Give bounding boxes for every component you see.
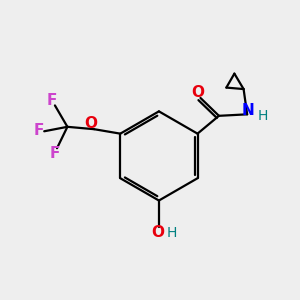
Text: N: N — [242, 103, 254, 118]
Text: H: H — [166, 226, 177, 240]
Text: F: F — [47, 93, 57, 108]
Text: F: F — [50, 146, 60, 161]
Text: O: O — [192, 85, 205, 100]
Text: F: F — [34, 123, 44, 138]
Text: H: H — [257, 109, 268, 122]
Text: O: O — [151, 224, 164, 239]
Text: O: O — [84, 116, 97, 131]
